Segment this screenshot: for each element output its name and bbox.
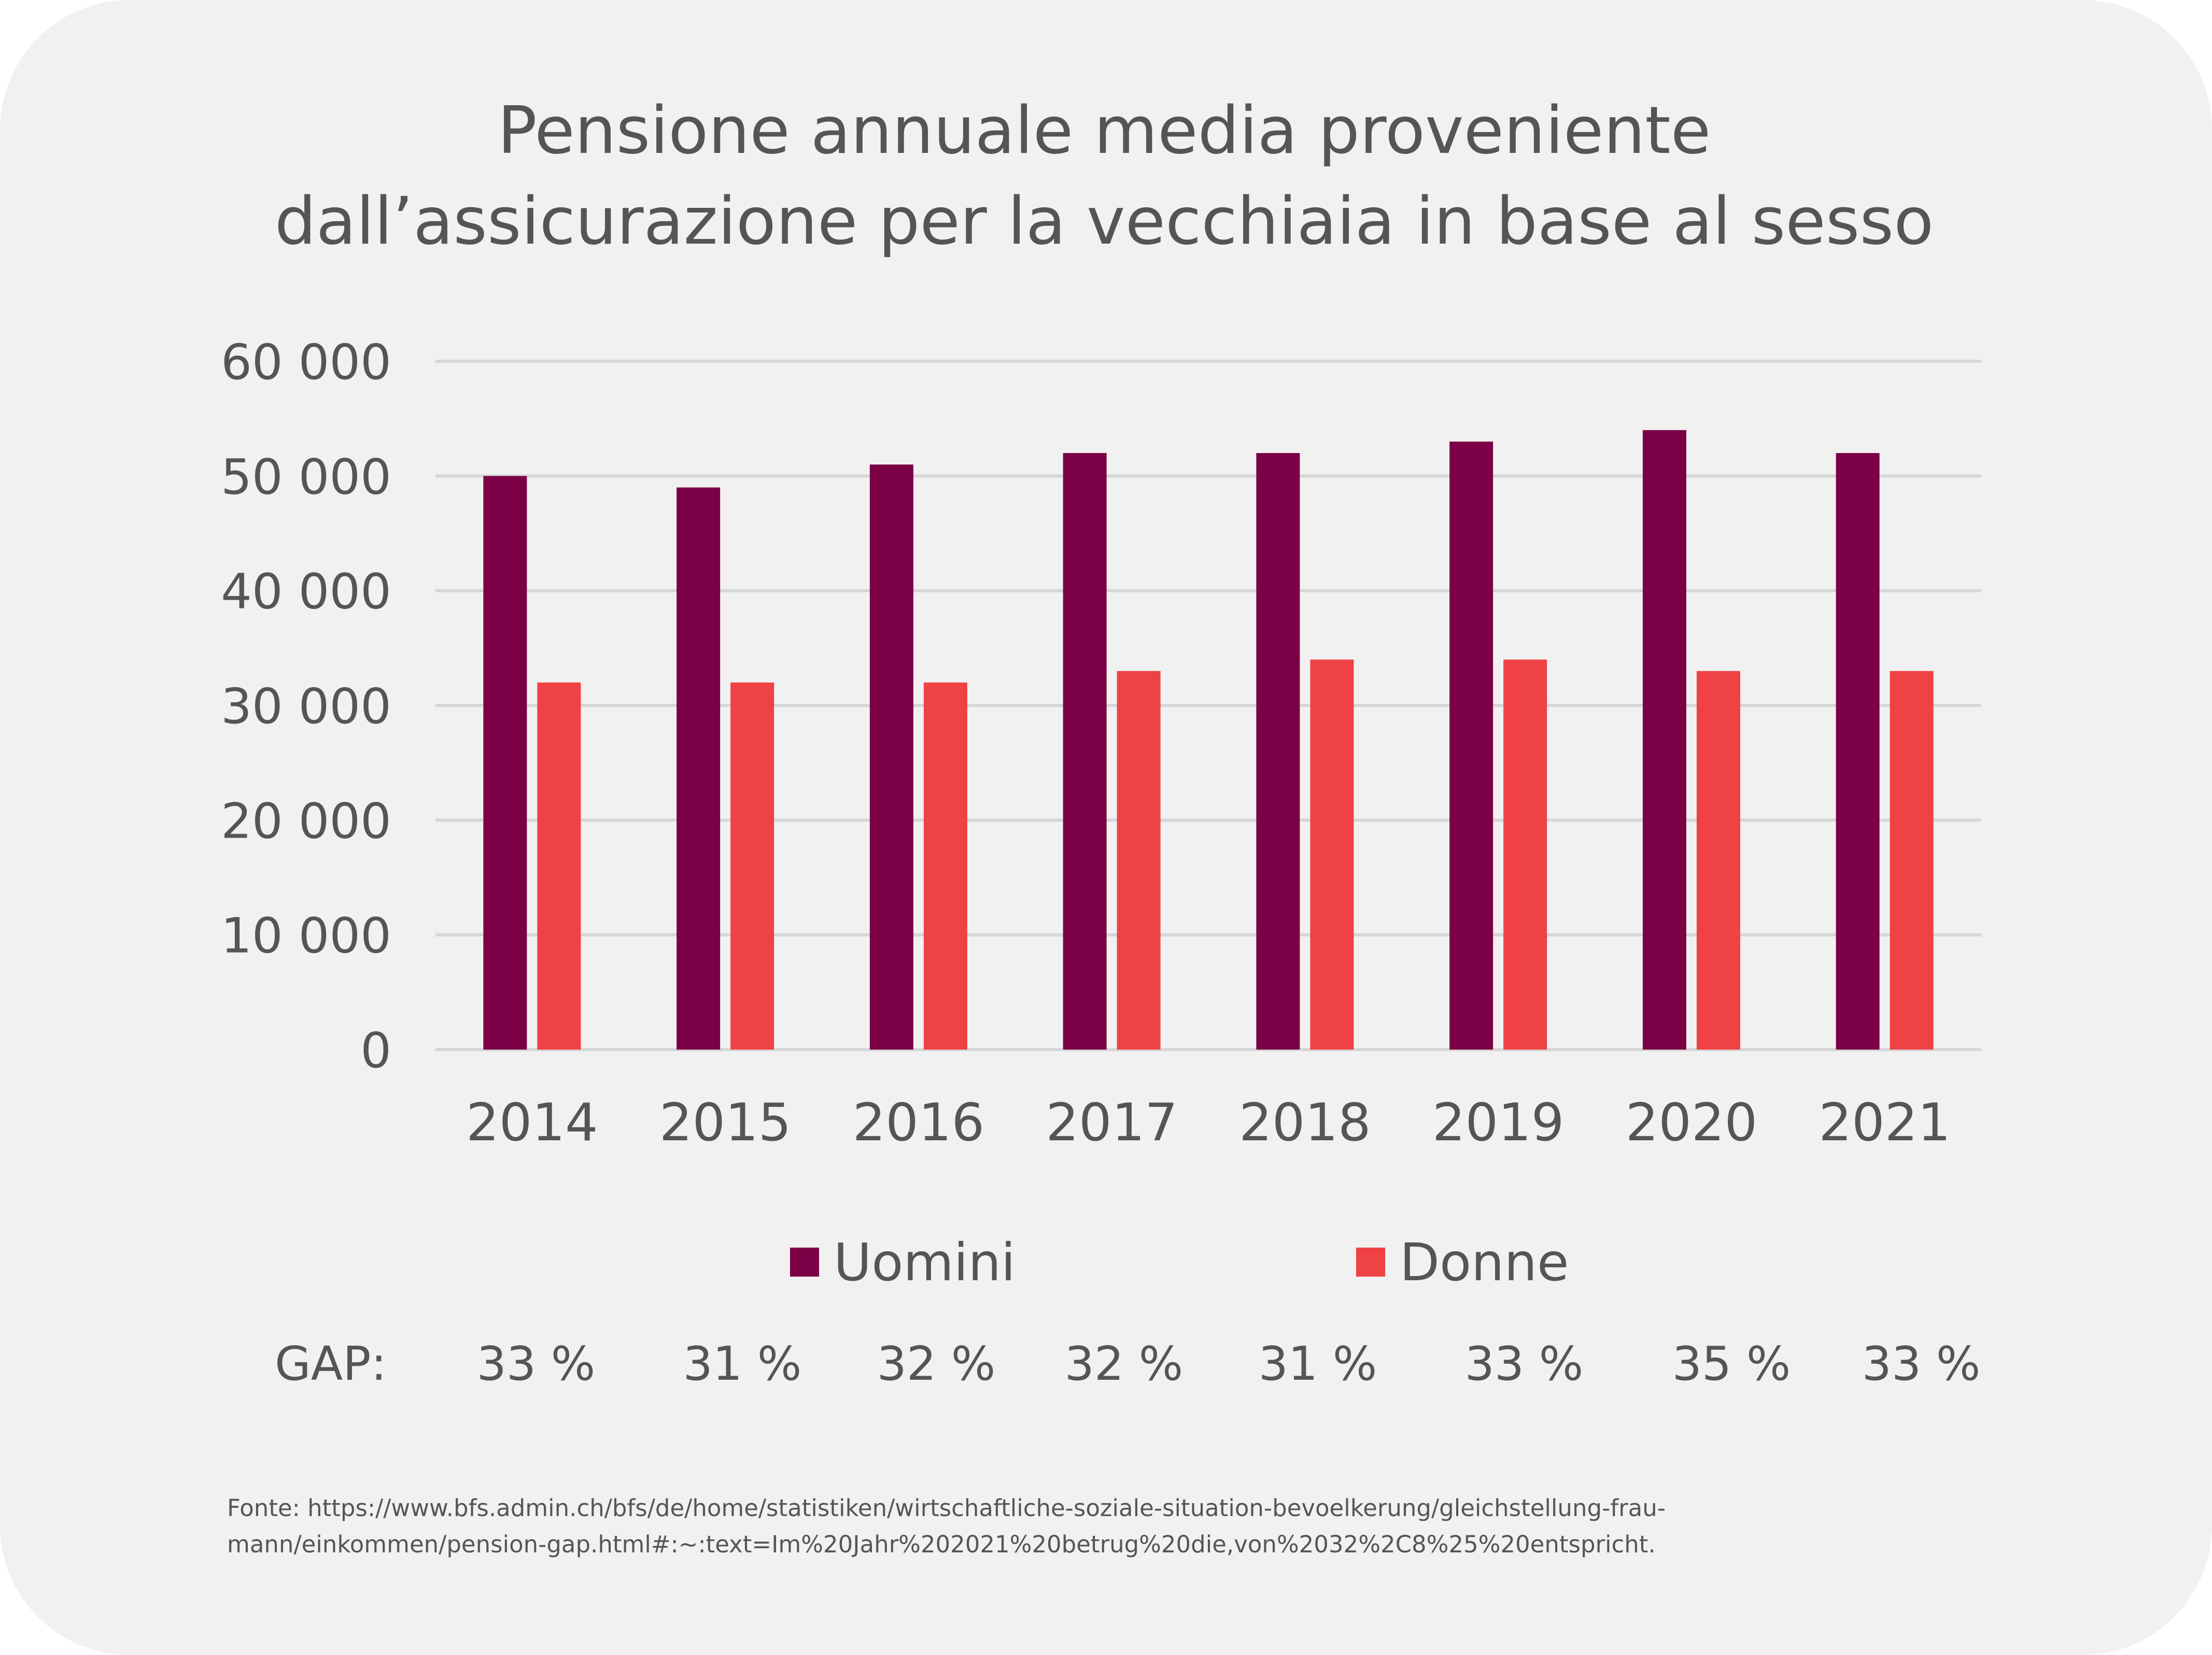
bar-uomini-2015 xyxy=(677,487,721,1050)
chart-title: Pensione annuale media proveniente dall’… xyxy=(275,92,1934,259)
x-tick-label-2018: 2018 xyxy=(1239,1092,1371,1153)
x-tick-label-2020: 2020 xyxy=(1626,1092,1758,1153)
gap-value-2015: 31 % xyxy=(683,1337,802,1391)
bar-donne-2017 xyxy=(1117,671,1161,1050)
bar-donne-2019 xyxy=(1503,659,1547,1050)
y-tick-label-30000: 30 000 xyxy=(221,678,391,735)
gap-label: GAP: xyxy=(275,1337,387,1391)
legend-swatch-uomini xyxy=(790,1248,819,1277)
gap-value-2016: 32 % xyxy=(877,1337,996,1391)
gridlines xyxy=(435,360,1981,1051)
y-tick-label-10000: 10 000 xyxy=(221,908,391,965)
chart-title-line-1: Pensione annuale media proveniente xyxy=(498,92,1711,168)
bar-uomini-2018 xyxy=(1256,453,1300,1050)
x-axis-tick-labels: 2014 2015 2016 2017 2018 2019 2020 2021 xyxy=(466,1092,1951,1153)
bar-uomini-2019 xyxy=(1449,441,1494,1050)
bar-donne-2020 xyxy=(1696,671,1740,1050)
x-tick-label-2016: 2016 xyxy=(853,1092,985,1153)
y-tick-label-0: 0 xyxy=(360,1023,391,1079)
bar-donne-2015 xyxy=(730,682,774,1050)
bar-uomini-2016 xyxy=(869,464,913,1050)
legend: Uomini Donne xyxy=(790,1232,1569,1293)
x-tick-label-2014: 2014 xyxy=(466,1092,598,1153)
source-line-2: mann/einkommen/pension-gap.html#:~:text=… xyxy=(227,1531,1656,1558)
bars xyxy=(483,430,1934,1050)
x-tick-label-2017: 2017 xyxy=(1046,1092,1178,1153)
gap-value-2018: 31 % xyxy=(1259,1337,1377,1391)
bar-uomini-2021 xyxy=(1836,453,1880,1050)
x-tick-label-2021: 2021 xyxy=(1819,1092,1951,1153)
gap-value-2019: 33 % xyxy=(1465,1337,1584,1391)
y-tick-label-50000: 50 000 xyxy=(221,449,391,505)
gap-value-2021: 33 % xyxy=(1862,1337,1981,1391)
y-tick-label-40000: 40 000 xyxy=(221,564,391,620)
source-note: Fonte: https://www.bfs.admin.ch/bfs/de/h… xyxy=(227,1494,1666,1558)
x-tick-label-2019: 2019 xyxy=(1432,1092,1565,1153)
bar-donne-2014 xyxy=(537,682,581,1050)
gap-value-2014: 33 % xyxy=(477,1337,596,1391)
legend-label-uomini: Uomini xyxy=(834,1232,1016,1293)
bar-uomini-2020 xyxy=(1642,430,1686,1050)
bar-donne-2018 xyxy=(1310,659,1354,1050)
gap-row: GAP: 33 % 31 % 32 % 32 % 31 % 33 % 35 % 33 % xyxy=(275,1337,1980,1391)
chart-title-line-2: dall’assicurazione per la vecchiaia in b… xyxy=(275,183,1934,259)
gap-value-2020: 35 % xyxy=(1672,1337,1791,1391)
bar-donne-2016 xyxy=(923,682,967,1050)
bar-uomini-2014 xyxy=(483,476,527,1050)
y-tick-label-20000: 20 000 xyxy=(221,793,391,850)
bar-uomini-2017 xyxy=(1063,453,1107,1050)
legend-swatch-donne xyxy=(1356,1248,1385,1277)
bar-donne-2021 xyxy=(1890,671,1934,1050)
x-tick-label-2015: 2015 xyxy=(659,1092,792,1153)
legend-label-donne: Donne xyxy=(1400,1232,1569,1293)
y-axis-tick-labels: 0 10 000 20 000 30 000 40 000 50 000 60 000 xyxy=(221,334,391,1079)
source-line-1: Fonte: https://www.bfs.admin.ch/bfs/de/h… xyxy=(227,1494,1666,1522)
gap-value-2017: 32 % xyxy=(1065,1337,1184,1391)
y-tick-label-60000: 60 000 xyxy=(221,334,391,391)
